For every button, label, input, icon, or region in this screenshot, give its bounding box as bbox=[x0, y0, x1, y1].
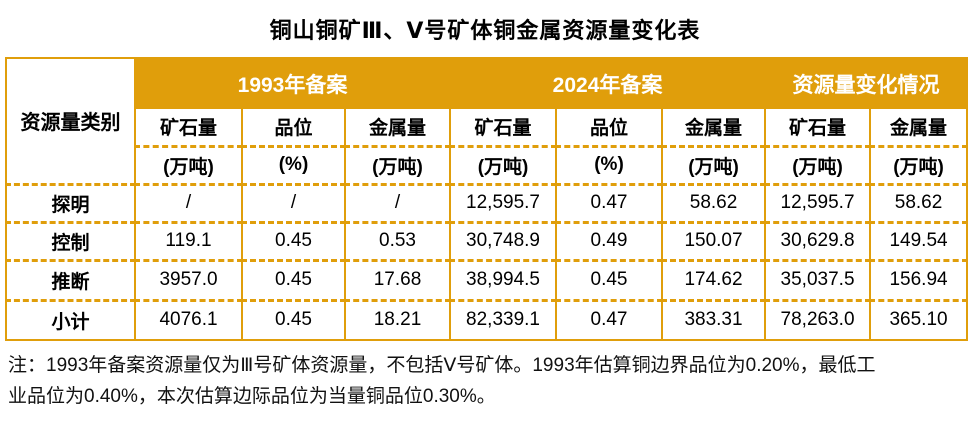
row-label: 探明 bbox=[5, 184, 135, 222]
table-cell: 0.47 bbox=[555, 300, 663, 340]
row-label: 推断 bbox=[5, 260, 135, 300]
table-cell: 149.54 bbox=[869, 222, 968, 260]
unit-header: (万吨) bbox=[869, 146, 968, 184]
col-header: 矿石量 bbox=[134, 109, 242, 146]
footnote: 注：1993年备案资源量仅为Ⅲ号矿体资源量，不包括Ⅴ号矿体。1993年估算铜边界… bbox=[8, 350, 964, 412]
table-cell: 3957.0 bbox=[134, 260, 242, 300]
unit-header: (万吨) bbox=[343, 146, 451, 184]
page-title: 铜山铜矿Ⅲ、Ⅴ号矿体铜金属资源量变化表 bbox=[269, 18, 701, 43]
row-label: 控制 bbox=[5, 222, 135, 260]
row-label: 小计 bbox=[5, 300, 135, 340]
table-cell: 150.07 bbox=[661, 222, 766, 260]
resource-change-table: 资源量类别 1993年备案 2024年备案 资源量变化情况 矿石量 品位 金属量… bbox=[5, 57, 969, 341]
table-cell: 18.21 bbox=[343, 300, 451, 340]
footnote-line-1: 注：1993年备案资源量仅为Ⅲ号矿体资源量，不包括Ⅴ号矿体。1993年估算铜边界… bbox=[8, 355, 876, 376]
sub-header-row: 矿石量 品位 金属量 矿石量 品位 金属量 矿石量 金属量 bbox=[6, 109, 968, 146]
table-cell: 78,263.0 bbox=[764, 300, 871, 340]
table-cell: 12,595.7 bbox=[449, 184, 557, 222]
table-cell: 365.10 bbox=[869, 300, 968, 340]
unit-header: (%) bbox=[555, 146, 663, 184]
table-cell: 383.31 bbox=[661, 300, 766, 340]
table-cell: 82,339.1 bbox=[449, 300, 557, 340]
table-cell: 17.68 bbox=[343, 260, 451, 300]
table-cell: 0.45 bbox=[241, 222, 345, 260]
table-cell: 174.62 bbox=[661, 260, 766, 300]
unit-header: (万吨) bbox=[134, 146, 242, 184]
col-header: 金属量 bbox=[661, 109, 766, 146]
table-cell: 4076.1 bbox=[134, 300, 242, 340]
unit-header: (%) bbox=[241, 146, 345, 184]
unit-header: (万吨) bbox=[661, 146, 766, 184]
table-cell: 12,595.7 bbox=[764, 184, 871, 222]
table-cell: 156.94 bbox=[869, 260, 968, 300]
table-cell: 0.45 bbox=[241, 300, 345, 340]
col-header: 矿石量 bbox=[449, 109, 557, 146]
table-row-controlled: 控制 119.1 0.45 0.53 30,748.9 0.49 150.07 … bbox=[5, 222, 968, 260]
corner-header-resource-category: 资源量类别 bbox=[5, 58, 135, 184]
table-cell: 0.53 bbox=[343, 222, 451, 260]
table-cell: 38,994.5 bbox=[449, 260, 557, 300]
col-header: 金属量 bbox=[869, 109, 968, 146]
unit-header: (万吨) bbox=[449, 146, 557, 184]
table-row-subtotal: 小计 4076.1 0.45 18.21 82,339.1 0.47 383.3… bbox=[5, 300, 968, 340]
table-cell: 35,037.5 bbox=[764, 260, 871, 300]
table-cell: 0.45 bbox=[555, 260, 663, 300]
unit-header-row: (万吨) (%) (万吨) (万吨) (%) (万吨) (万吨) (万吨) bbox=[6, 146, 968, 184]
group-header-1993: 1993年备案 bbox=[133, 58, 451, 109]
col-header: 品位 bbox=[555, 109, 663, 146]
table-row-proved: 探明 / / / 12,595.7 0.47 58.62 12,595.7 58… bbox=[5, 184, 968, 222]
group-header-change: 资源量变化情况 bbox=[764, 58, 968, 109]
table-cell: 58.62 bbox=[661, 184, 766, 222]
table-row-inferred: 推断 3957.0 0.45 17.68 38,994.5 0.45 174.6… bbox=[5, 260, 968, 300]
table-cell: 0.49 bbox=[555, 222, 663, 260]
table-cell: 30,629.8 bbox=[764, 222, 871, 260]
table-cell: 30,748.9 bbox=[449, 222, 557, 260]
table-cell: / bbox=[343, 184, 451, 222]
footnote-line-2: 业品位为0.40%，本次估算边际品位为当量铜品位0.30%。 bbox=[8, 386, 496, 407]
table-cell: / bbox=[241, 184, 345, 222]
table-cell: / bbox=[134, 184, 242, 222]
table-cell: 0.45 bbox=[241, 260, 345, 300]
table-cell: 119.1 bbox=[134, 222, 242, 260]
unit-header: (万吨) bbox=[764, 146, 871, 184]
col-header: 矿石量 bbox=[764, 109, 871, 146]
table-cell: 58.62 bbox=[869, 184, 968, 222]
table-cell: 0.47 bbox=[555, 184, 663, 222]
col-header: 金属量 bbox=[343, 109, 451, 146]
group-header-row: 资源量类别 1993年备案 2024年备案 资源量变化情况 bbox=[5, 58, 968, 184]
group-header-2024: 2024年备案 bbox=[449, 58, 766, 109]
col-header: 品位 bbox=[241, 109, 345, 146]
